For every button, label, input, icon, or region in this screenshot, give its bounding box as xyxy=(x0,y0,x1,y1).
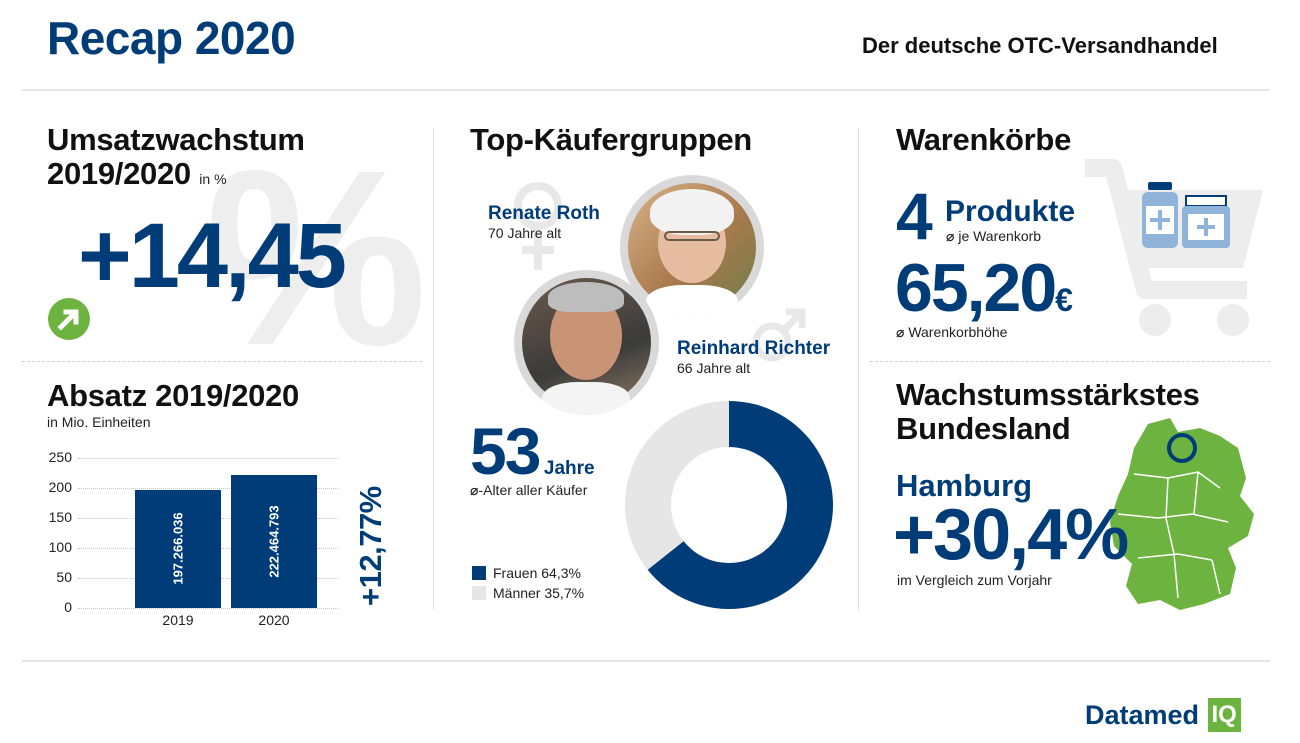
absatz-bar-chart: 197.266.036 222.464.793 xyxy=(78,458,338,609)
umsatz-heading-line1: Umsatzwachstum xyxy=(47,122,305,157)
bar-value-label: 222.464.793 xyxy=(266,505,282,578)
avg-age-label-row: ⌀-Alter aller Käufer xyxy=(470,482,587,498)
avatar-reinhard-richter xyxy=(514,270,659,415)
products-sub: je Warenkorb xyxy=(958,228,1042,244)
avg-age-label: -Alter aller Käufer xyxy=(478,482,588,498)
x-tick-label: 2019 xyxy=(162,612,194,628)
bar-2019 xyxy=(135,489,221,608)
column-divider-1 xyxy=(433,128,434,610)
avatar-renate-roth xyxy=(620,175,764,319)
legend-swatch-frauen xyxy=(472,566,486,580)
umsatz-heading-line2: 2019/2020 xyxy=(47,156,191,191)
avg-symbol-basket: ⌀ xyxy=(896,324,905,340)
y-tick-label: 250 xyxy=(48,449,72,465)
products-label: Produkte xyxy=(945,195,1076,228)
avg-symbol-products: ⌀ xyxy=(946,228,955,244)
female-name: Renate Roth xyxy=(488,203,600,224)
arrow-up-right-icon xyxy=(48,298,90,340)
avg-age-unit: Jahre xyxy=(543,458,595,479)
absatz-heading: Absatz 2019/2020 xyxy=(47,378,299,413)
page-subtitle: Der deutsche OTC-Versandhandel xyxy=(862,33,1218,58)
basket-value-row: 65,20€ xyxy=(895,250,1073,326)
products-value: 4 xyxy=(896,179,933,253)
bundesland-value: +30,4% xyxy=(893,495,1129,575)
y-tick-label: 0 xyxy=(64,599,72,615)
legend: Frauen 64,3% Männer 35,7% xyxy=(472,565,612,605)
warenkorb-heading: Warenkörbe xyxy=(896,122,1072,157)
umsatz-section: % Umsatzwachstum 2019/2020 in % +14,45 xyxy=(0,0,430,383)
kaeufer-heading: Top-Käufergruppen xyxy=(470,122,752,157)
bundesland-state: Hamburg xyxy=(896,468,1033,503)
gridline xyxy=(78,488,338,489)
male-age: 66 Jahre alt xyxy=(677,360,751,376)
column-divider-2 xyxy=(858,128,859,610)
gridline xyxy=(78,458,338,459)
basket-currency: € xyxy=(1055,282,1073,318)
absatz-unit: in Mio. Einheiten xyxy=(47,414,151,430)
legend-label-maenner: Männer 35,7% xyxy=(493,585,585,601)
male-name: Reinhard Richter xyxy=(677,338,831,359)
umsatz-divider xyxy=(22,361,422,362)
absatz-y-axis: 250 200 150 100 50 0 xyxy=(42,449,72,615)
basket-sub-row: ⌀ Warenkorbhöhe xyxy=(896,324,1007,340)
legend-swatch-maenner xyxy=(472,586,486,600)
umsatz-value: +14,45 xyxy=(78,205,347,307)
umsatz-heading-line2-row: 2019/2020 in % xyxy=(47,157,227,191)
umsatz-bg-percent-symbol: % xyxy=(205,118,428,397)
medicine-icon xyxy=(1142,182,1232,248)
datamed-logo: Datamed IQ xyxy=(1085,698,1241,732)
top-divider xyxy=(22,89,1270,91)
female-symbol-icon xyxy=(512,180,564,272)
bar-2020 xyxy=(231,474,317,608)
y-tick-label: 150 xyxy=(48,509,72,525)
basket-value: 65,20 xyxy=(895,250,1057,326)
page-title: Recap 2020 xyxy=(47,12,296,64)
gender-donut-chart xyxy=(624,400,834,610)
y-tick-label: 50 xyxy=(56,569,72,585)
avg-age-row: 53 Jahre xyxy=(470,416,595,486)
avg-age-value: 53 xyxy=(470,414,541,488)
bottom-divider xyxy=(22,660,1270,662)
female-age: 70 Jahre alt xyxy=(488,225,562,241)
donut-slice-frauen xyxy=(647,401,833,609)
legend-label-frauen: Frauen 64,3% xyxy=(493,565,581,581)
bundesland-heading-line2: Bundesland xyxy=(896,411,1071,446)
bar-value-label: 197.266.036 xyxy=(170,512,186,585)
brand-box: IQ xyxy=(1207,698,1241,732)
avg-symbol: ⌀ xyxy=(470,482,479,498)
products-sub-row: ⌀ je Warenkorb xyxy=(946,228,1041,244)
bundesland-sub: im Vergleich zum Vorjahr xyxy=(897,572,1052,588)
warenkorb-divider xyxy=(870,361,1270,362)
y-tick-label: 100 xyxy=(48,539,72,555)
umsatz-unit: in % xyxy=(199,171,227,187)
basket-sub: Warenkorbhöhe xyxy=(908,324,1008,340)
donut-slice-männer xyxy=(625,401,729,570)
bundesland-heading-line1: Wachstumsstärkstes xyxy=(896,377,1200,412)
x-tick-label: 2020 xyxy=(258,612,290,628)
brand-name: Datamed xyxy=(1085,700,1200,730)
y-tick-label: 200 xyxy=(48,479,72,495)
germany-map-icon xyxy=(1108,418,1258,614)
male-symbol-icon xyxy=(752,306,808,362)
absatz-x-axis: 2019 2020 xyxy=(78,612,338,632)
absatz-growth: +12,77% xyxy=(353,486,388,606)
gridline xyxy=(78,608,338,609)
